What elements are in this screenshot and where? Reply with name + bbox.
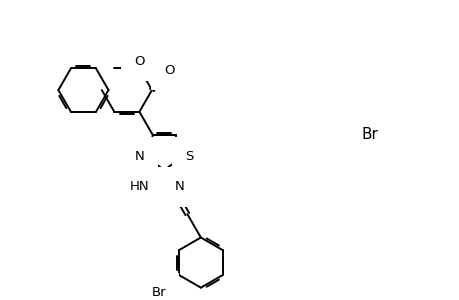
Text: Br: Br: [361, 127, 377, 142]
Text: O: O: [164, 64, 174, 76]
Text: N: N: [135, 150, 145, 163]
Text: O: O: [134, 55, 144, 68]
Text: Br: Br: [151, 286, 166, 299]
Text: N: N: [174, 180, 184, 194]
Text: S: S: [185, 150, 193, 163]
Text: HN: HN: [129, 180, 149, 194]
